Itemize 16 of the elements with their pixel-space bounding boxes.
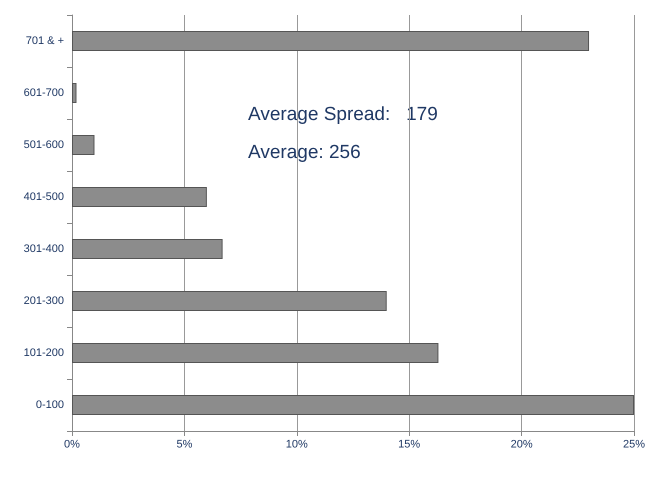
y-tick-label: 0-100 (36, 399, 64, 411)
x-tick-label: 20% (510, 438, 533, 450)
y-tick-label: 301-400 (24, 243, 64, 255)
x-tick-label: 5% (176, 438, 193, 450)
x-tick-label: 10% (286, 438, 308, 450)
y-tick-label: 401-500 (24, 191, 64, 203)
y-tick-label: 201-300 (24, 295, 64, 307)
y-tick-label: 601-700 (24, 87, 64, 99)
x-tick-label: 0% (64, 438, 80, 450)
y-tick-label: 101-200 (24, 347, 64, 359)
annotation: Average: 256 (248, 142, 361, 163)
y-tick-label: 701 & + (26, 35, 64, 47)
x-tick-label: 15% (398, 438, 420, 450)
x-tick-label: 25% (622, 438, 646, 450)
annotation: Average Spread: 179 (248, 104, 438, 125)
y-tick-label: 501-600 (24, 139, 64, 151)
